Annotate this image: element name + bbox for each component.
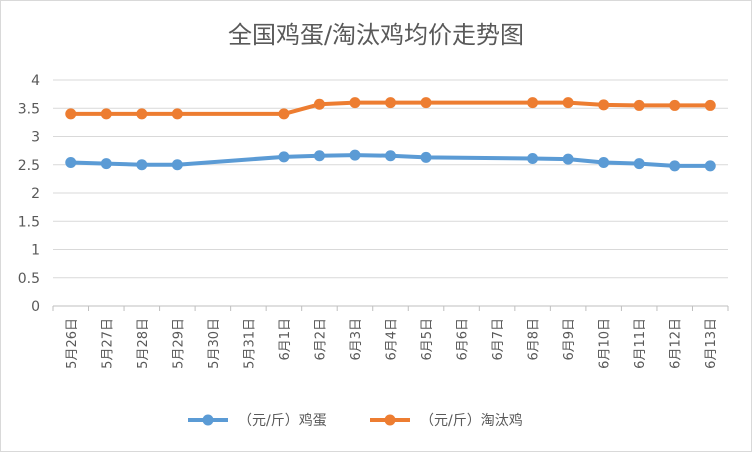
data-point [704, 160, 716, 172]
x-tick-label: 6月13日 [704, 318, 719, 369]
data-point [349, 149, 361, 161]
data-point [420, 97, 432, 109]
x-tick-label: 6月3日 [349, 318, 364, 361]
data-point [420, 151, 432, 163]
data-point [65, 156, 77, 168]
data-point [313, 98, 325, 110]
data-point [349, 97, 361, 109]
data-point [562, 97, 574, 109]
data-point [136, 159, 148, 171]
chart-title: 全国鸡蛋/淘汰鸡均价走势图 [227, 21, 525, 49]
x-tick-label: 6月6日 [456, 318, 471, 361]
x-tick-label: 6月1日 [278, 318, 293, 361]
data-point [633, 99, 645, 111]
x-tick-label: 6月12日 [669, 318, 684, 369]
data-point [704, 99, 716, 111]
data-point [598, 99, 610, 111]
data-point [385, 97, 396, 109]
legend-marker [202, 414, 214, 426]
data-point [100, 158, 112, 170]
data-point [100, 108, 112, 120]
x-tick-label: 6月11日 [633, 318, 648, 369]
y-tick-label: 2.5 [18, 158, 40, 174]
x-tick-label: 5月29日 [171, 318, 186, 369]
x-tick-label: 6月7日 [491, 318, 506, 361]
x-tick-label: 6月5日 [420, 318, 435, 361]
data-point [171, 108, 183, 120]
data-point [136, 108, 148, 120]
data-point [65, 108, 77, 120]
x-tick-label: 6月10日 [598, 318, 613, 369]
y-tick-label: 1 [31, 243, 40, 259]
data-point [278, 108, 290, 120]
x-tick-label: 5月30日 [207, 318, 222, 369]
legend-label: （元/斤）鸡蛋 [238, 412, 327, 429]
x-tick-label: 5月27日 [100, 318, 115, 369]
data-point [562, 153, 574, 165]
data-point [278, 151, 290, 163]
y-tick-label: 4 [31, 73, 40, 89]
x-tick-label: 5月26日 [65, 318, 80, 369]
y-tick-label: 0.5 [18, 271, 40, 287]
x-tick-label: 6月4日 [385, 318, 400, 361]
data-point [669, 99, 681, 111]
x-tick-label: 5月31日 [242, 318, 257, 369]
data-point [171, 159, 183, 171]
y-tick-label: 2 [31, 186, 40, 202]
y-tick-label: 3 [31, 130, 40, 146]
x-tick-label: 5月28日 [136, 318, 151, 369]
legend-marker [384, 414, 396, 426]
data-point [527, 153, 539, 165]
x-tick-label: 6月9日 [562, 318, 577, 361]
x-tick-label: 6月8日 [527, 318, 542, 361]
y-tick-label: 0 [31, 299, 40, 315]
data-point [669, 160, 681, 172]
x-tick-label: 6月2日 [313, 318, 328, 361]
y-tick-label: 3.5 [18, 101, 40, 117]
data-point [385, 150, 396, 162]
y-tick-label: 1.5 [18, 214, 40, 230]
data-point [633, 158, 645, 170]
data-point [527, 97, 539, 109]
data-point [598, 156, 610, 168]
data-point [313, 150, 325, 162]
legend-label: （元/斤）淘汰鸡 [420, 412, 523, 429]
